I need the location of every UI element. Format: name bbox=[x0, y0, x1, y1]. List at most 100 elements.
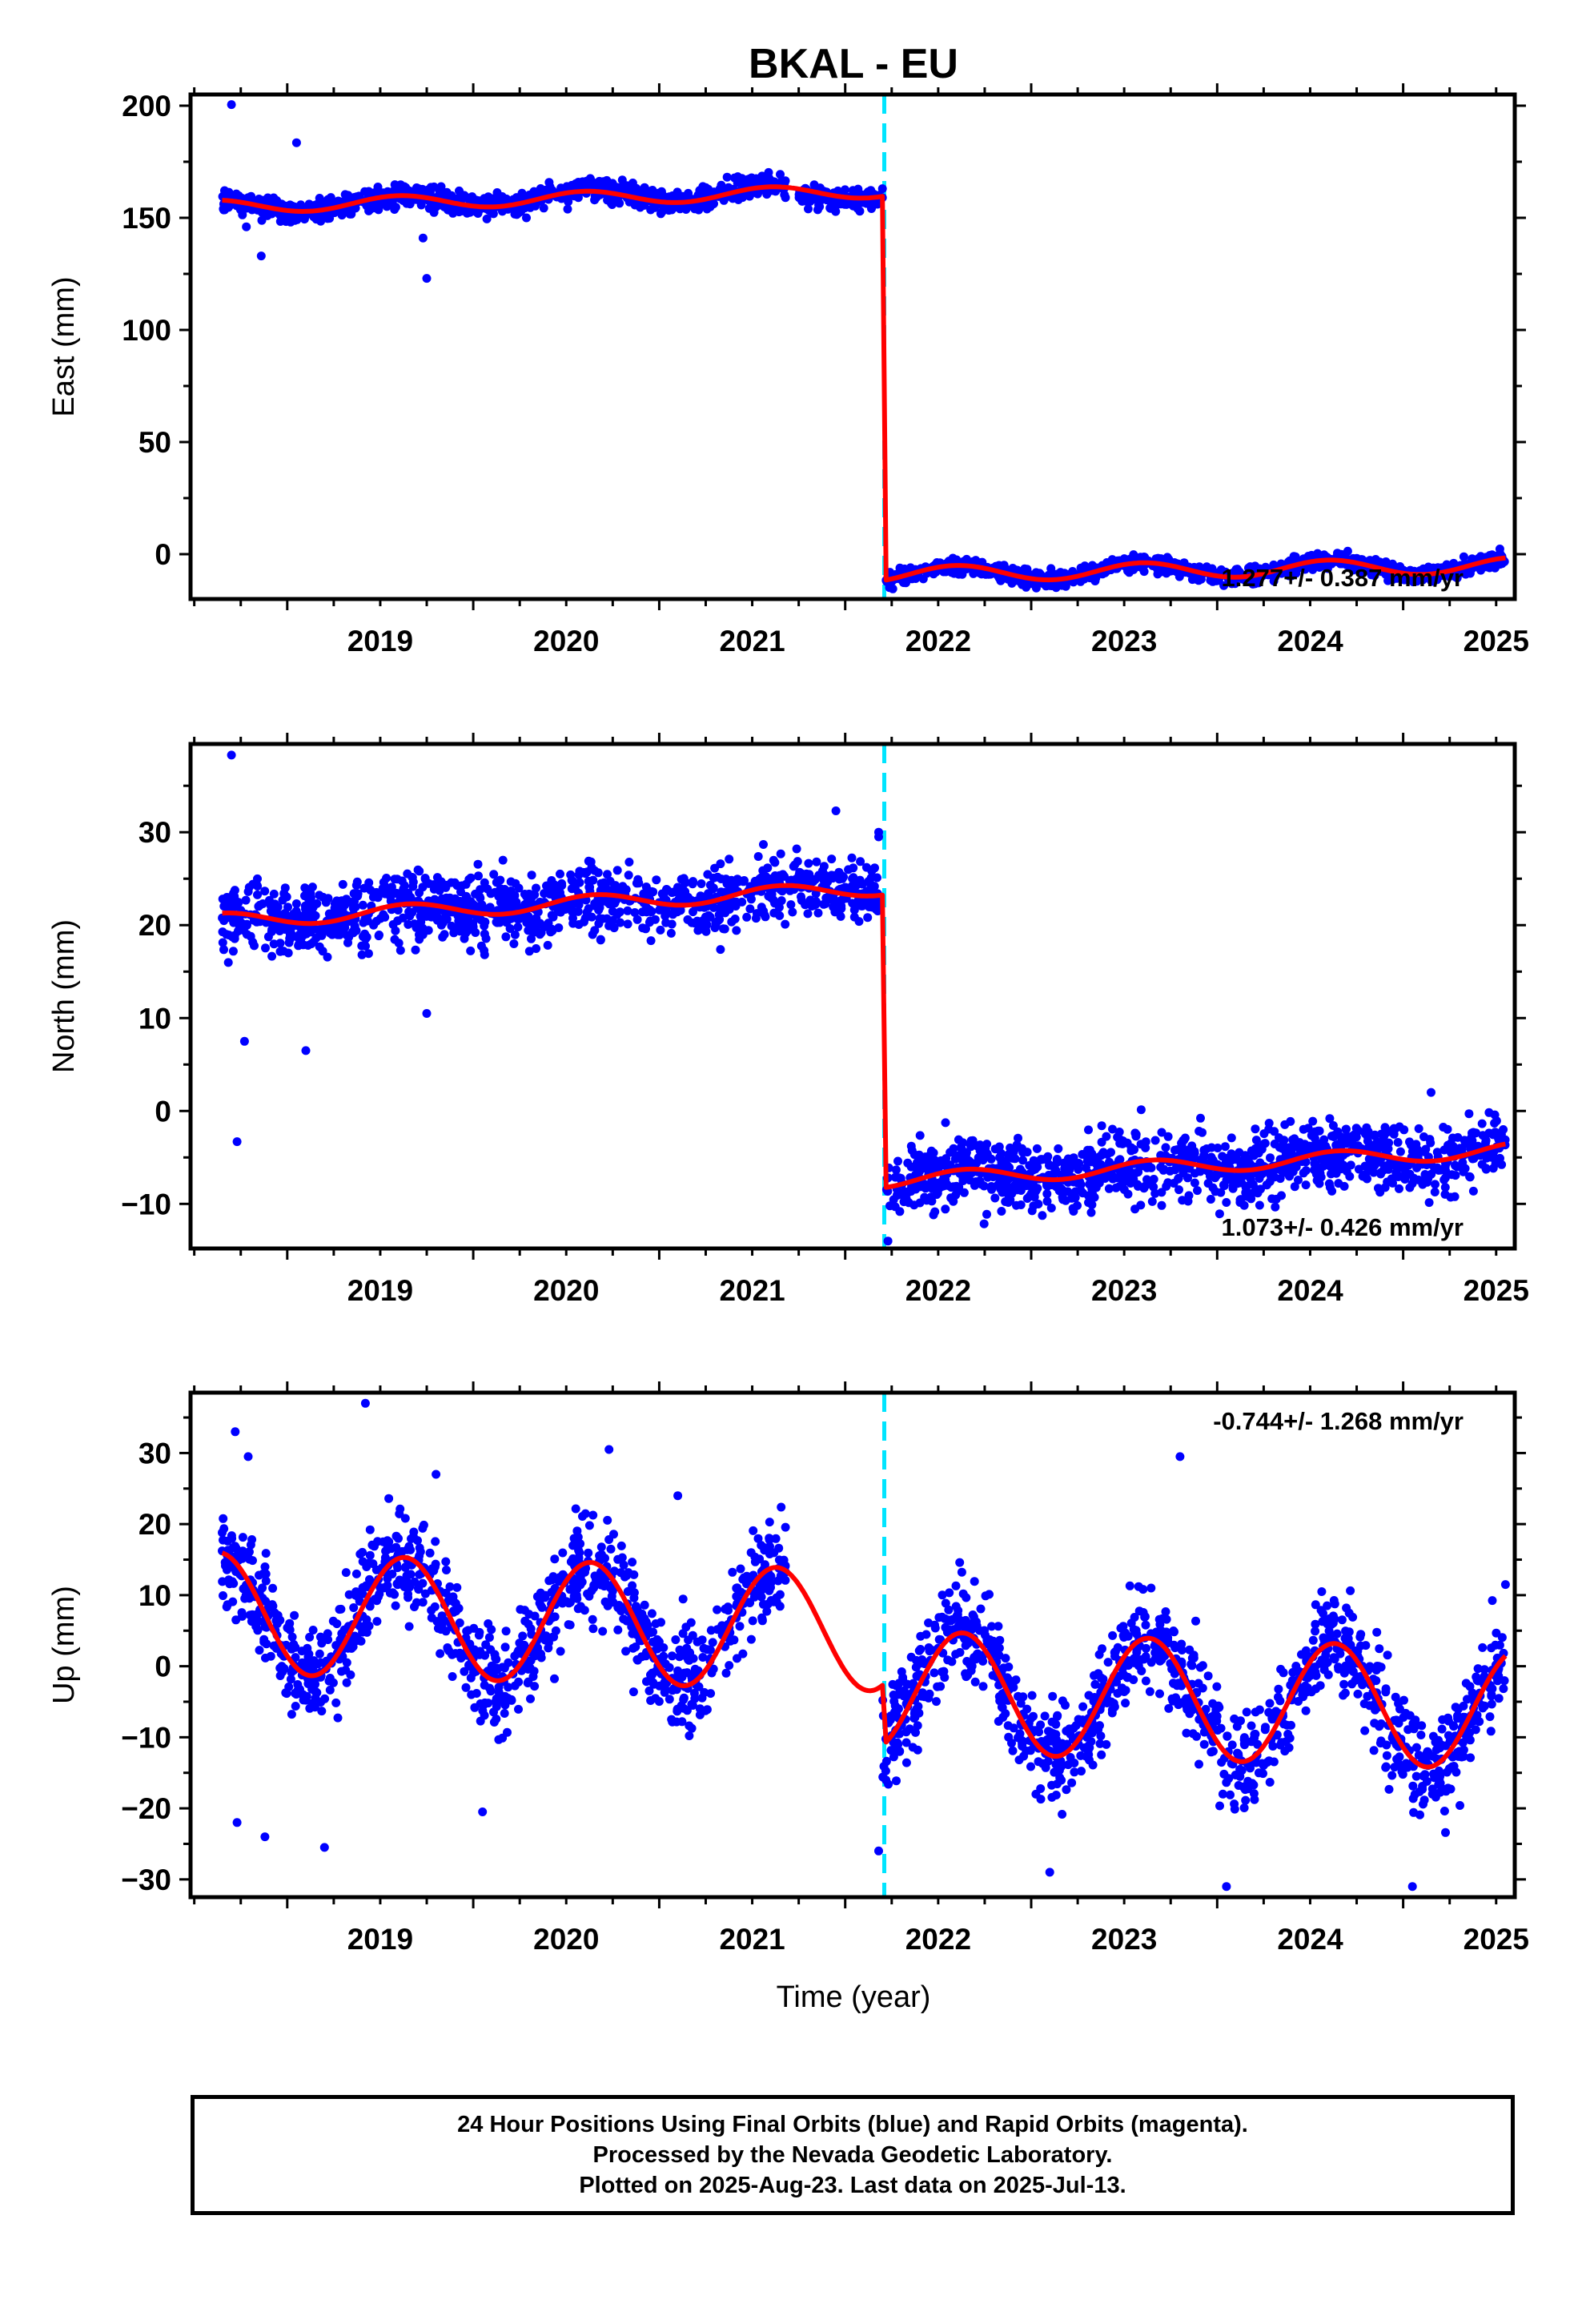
data-point bbox=[1376, 1129, 1386, 1139]
data-point bbox=[1177, 1141, 1186, 1151]
data-point bbox=[941, 1204, 950, 1214]
data-point bbox=[777, 896, 786, 906]
data-point bbox=[348, 928, 358, 938]
rate-label: 1.073+/- 0.426 mm/yr bbox=[1222, 1213, 1464, 1241]
data-point bbox=[391, 926, 400, 935]
data-point bbox=[954, 1182, 964, 1192]
data-point bbox=[1358, 568, 1367, 577]
data-point bbox=[222, 930, 231, 939]
data-point bbox=[612, 866, 622, 875]
data-point bbox=[792, 844, 801, 854]
x-tick-label: 2019 bbox=[347, 1274, 413, 1307]
data-point bbox=[266, 208, 275, 218]
data-point bbox=[1206, 576, 1215, 585]
data-point bbox=[813, 908, 823, 918]
data-point bbox=[229, 917, 239, 927]
data-point bbox=[327, 930, 337, 939]
data-point bbox=[1076, 563, 1086, 573]
data-point bbox=[1125, 568, 1134, 577]
data-point bbox=[574, 900, 584, 910]
data-point bbox=[1012, 1200, 1021, 1210]
plot-area bbox=[218, 744, 1510, 1248]
data-point bbox=[789, 862, 798, 871]
data-point bbox=[1091, 573, 1101, 583]
x-tick-label: 2020 bbox=[533, 625, 599, 657]
data-point bbox=[398, 913, 408, 923]
data-point bbox=[611, 881, 620, 891]
data-point bbox=[775, 911, 785, 920]
data-point bbox=[408, 877, 418, 887]
x-tick-label: 2023 bbox=[1091, 625, 1157, 657]
data-point bbox=[1370, 1130, 1379, 1140]
data-point bbox=[1084, 1198, 1093, 1208]
data-point bbox=[770, 858, 780, 867]
data-point bbox=[1465, 1172, 1475, 1182]
data-point bbox=[867, 903, 877, 912]
data-point bbox=[1431, 1180, 1439, 1189]
data-point bbox=[324, 909, 334, 919]
data-point bbox=[576, 1539, 585, 1549]
data-point bbox=[1360, 1127, 1370, 1136]
data-point bbox=[1468, 1154, 1477, 1164]
data-point bbox=[708, 1638, 717, 1647]
y-tick-label: 200 bbox=[122, 90, 171, 123]
data-point bbox=[329, 923, 339, 932]
y-tick-label: 20 bbox=[139, 909, 171, 942]
data-point bbox=[241, 895, 251, 905]
data-point bbox=[982, 1209, 991, 1219]
data-point bbox=[418, 883, 428, 892]
data-point bbox=[619, 1560, 628, 1570]
data-point bbox=[393, 906, 403, 915]
data-point bbox=[554, 923, 564, 932]
data-point bbox=[646, 205, 656, 215]
data-point bbox=[357, 950, 367, 959]
data-point bbox=[1195, 1167, 1205, 1176]
data-point bbox=[805, 197, 815, 206]
data-point bbox=[1116, 1135, 1126, 1144]
data-point bbox=[709, 883, 718, 893]
data-point bbox=[351, 881, 361, 890]
data-point bbox=[1097, 1121, 1106, 1131]
data-point bbox=[1042, 1155, 1051, 1164]
data-point bbox=[1308, 1116, 1318, 1126]
data-point bbox=[480, 921, 489, 931]
data-point bbox=[336, 909, 346, 919]
data-point bbox=[753, 852, 763, 861]
data-point bbox=[623, 919, 632, 929]
data-point bbox=[323, 894, 333, 903]
y-axis-label: North (mm) bbox=[47, 919, 81, 1073]
data-point bbox=[1178, 1196, 1187, 1205]
data-point bbox=[735, 192, 745, 202]
data-point bbox=[588, 178, 597, 187]
data-point bbox=[609, 923, 619, 933]
data-point bbox=[529, 187, 539, 196]
data-point bbox=[1184, 1191, 1194, 1200]
data-point bbox=[909, 1200, 919, 1210]
data-point bbox=[1003, 1189, 1013, 1199]
data-point bbox=[715, 915, 725, 924]
data-point bbox=[847, 884, 857, 894]
data-point bbox=[1399, 1125, 1409, 1135]
data-point bbox=[342, 207, 351, 216]
data-point bbox=[745, 904, 755, 914]
data-point bbox=[895, 1207, 905, 1216]
data-point bbox=[1136, 1105, 1146, 1115]
data-point bbox=[435, 886, 444, 895]
data-point bbox=[1460, 1164, 1470, 1173]
data-point bbox=[621, 1647, 631, 1656]
data-point bbox=[346, 1670, 355, 1679]
data-point bbox=[1430, 1188, 1439, 1196]
data-point bbox=[1056, 1184, 1066, 1193]
data-point bbox=[290, 215, 299, 225]
data-point bbox=[959, 1152, 969, 1162]
data-point bbox=[999, 1183, 1009, 1192]
data-point bbox=[1086, 1208, 1096, 1217]
data-point bbox=[556, 869, 564, 879]
data-point bbox=[819, 899, 829, 909]
data-point bbox=[1093, 1173, 1102, 1183]
data-point bbox=[1317, 1138, 1327, 1148]
data-point bbox=[1291, 552, 1300, 561]
data-point bbox=[1500, 1135, 1510, 1144]
data-point bbox=[689, 877, 698, 887]
data-point bbox=[306, 899, 315, 908]
